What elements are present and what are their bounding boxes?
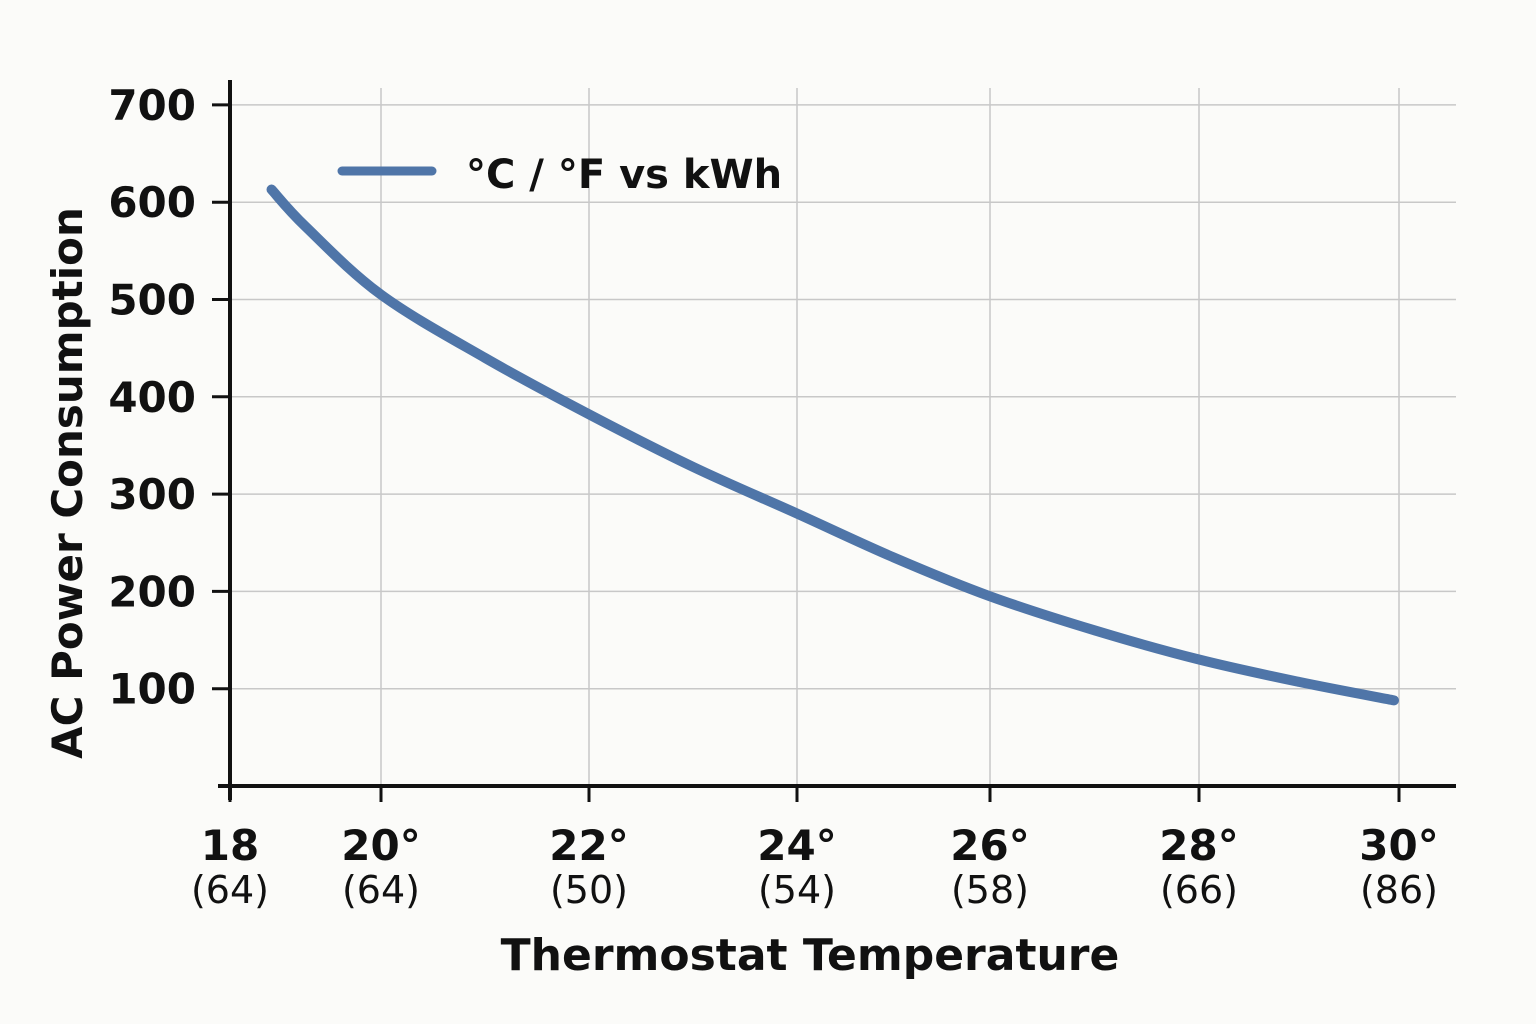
x-tick-sublabel: (64) bbox=[191, 868, 269, 912]
y-tick-label: 100 bbox=[108, 665, 196, 714]
x-tick-label: 18 bbox=[201, 821, 259, 870]
y-axis-title: AC Power Consumption bbox=[43, 207, 92, 759]
y-axis-ticks: 100 200 300 400 500 600 700 bbox=[108, 81, 230, 714]
y-tick-label: 200 bbox=[108, 567, 196, 616]
x-tick-label: 28° bbox=[1159, 821, 1238, 870]
series-group bbox=[266, 184, 1399, 706]
x-tick-sublabel: (64) bbox=[342, 868, 420, 912]
x-tick-sublabel: (86) bbox=[1360, 868, 1438, 912]
x-tick-label: 30° bbox=[1359, 821, 1438, 870]
grid bbox=[230, 88, 1456, 786]
y-tick-label: 600 bbox=[108, 178, 196, 227]
x-tick-label: 24° bbox=[757, 821, 836, 870]
x-tick-sublabel: (54) bbox=[758, 868, 836, 912]
x-tick-sublabel: (66) bbox=[1160, 868, 1238, 912]
y-tick-label: 700 bbox=[108, 81, 196, 130]
legend-label: °C / °F vs kWh bbox=[466, 152, 782, 198]
y-tick-label: 500 bbox=[108, 276, 196, 325]
y-tick-label: 300 bbox=[108, 470, 196, 519]
x-tick-label: 22° bbox=[549, 821, 628, 870]
x-axis-ticks: 18(64)20°(64)22°(50)24°(54)26°(58)28°(66… bbox=[191, 786, 1439, 912]
x-tick-label: 20° bbox=[341, 821, 420, 870]
y-tick-label: 400 bbox=[108, 373, 196, 422]
x-tick-label: 26° bbox=[950, 821, 1029, 870]
x-tick-sublabel: (50) bbox=[550, 868, 628, 912]
x-tick-sublabel: (58) bbox=[951, 868, 1029, 912]
axes bbox=[218, 80, 1456, 800]
x-axis-title: Thermostat Temperature bbox=[501, 930, 1120, 981]
series-line bbox=[266, 184, 1399, 706]
legend: °C / °F vs kWh bbox=[337, 152, 782, 198]
